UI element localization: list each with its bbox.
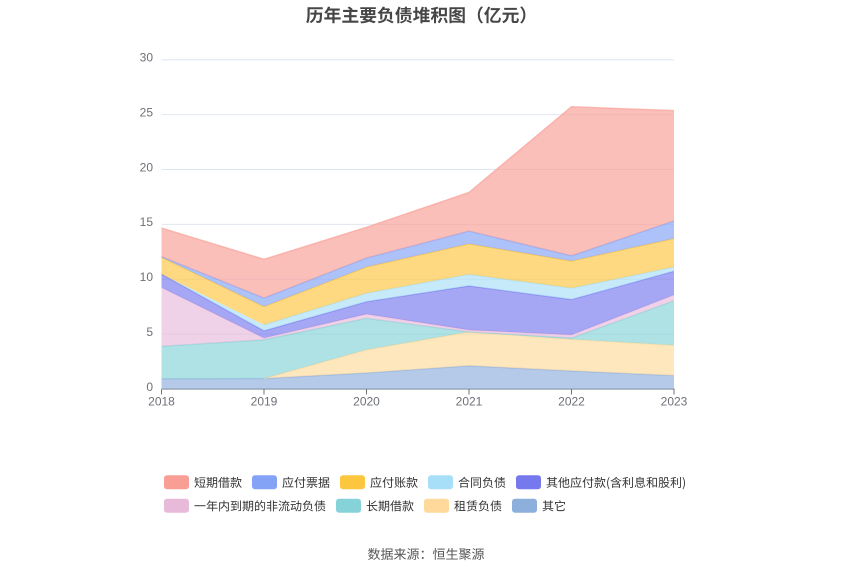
svg-text:20: 20	[140, 160, 154, 174]
svg-text:15: 15	[140, 215, 154, 229]
svg-text:0: 0	[146, 380, 153, 394]
svg-text:2019: 2019	[251, 395, 278, 409]
svg-text:10: 10	[140, 270, 154, 284]
svg-text:2020: 2020	[353, 395, 380, 409]
svg-text:5: 5	[146, 325, 153, 339]
svg-text:30: 30	[140, 51, 154, 65]
svg-text:25: 25	[140, 105, 154, 119]
svg-text:2023: 2023	[661, 395, 688, 409]
svg-text:2021: 2021	[456, 395, 483, 409]
svg-text:2018: 2018	[148, 395, 175, 409]
svg-text:2022: 2022	[558, 395, 585, 409]
